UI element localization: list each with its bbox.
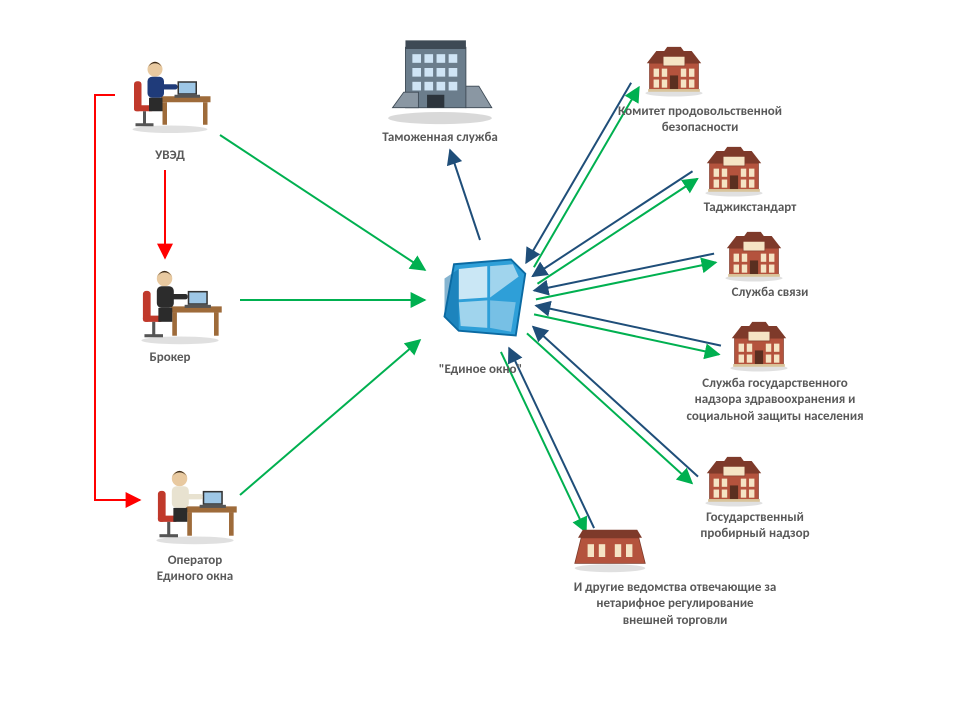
actor-uved-icon — [125, 45, 215, 140]
agency-comm-label: Служба связи — [670, 285, 870, 301]
actor-broker-icon — [125, 260, 235, 345]
customs-label: Таможенная служба — [350, 130, 530, 146]
agency-others-label: И другие ведомства отвечающие занетарифн… — [530, 580, 820, 629]
agency-health-label: Служба государственногонадзора здравоохр… — [635, 376, 915, 425]
customs-building-icon — [375, 30, 505, 125]
agency-others-icon — [570, 517, 650, 573]
single-window-icon — [435, 250, 530, 345]
agency-assay-icon — [700, 450, 768, 510]
agency-food-icon — [640, 40, 708, 100]
agency-comm-icon — [720, 225, 788, 285]
agency-food-label: Комитет продовольственнойбезопасности — [590, 104, 810, 137]
agency-health-icon — [725, 315, 793, 375]
actor-operator-icon — [145, 460, 245, 545]
actor-operator-label: ОператорЕдиного окна — [135, 553, 255, 586]
single-window-label: "Единое окно" — [388, 362, 573, 378]
actor-uved-label: УВЭД — [120, 148, 220, 164]
agency-tajstd-icon — [700, 140, 768, 200]
actor-broker-label: Брокер — [120, 350, 220, 366]
agency-assay-label: Государственныйпробирный надзор — [650, 510, 860, 543]
agency-tajstd-label: Таджикстандарт — [650, 200, 850, 216]
